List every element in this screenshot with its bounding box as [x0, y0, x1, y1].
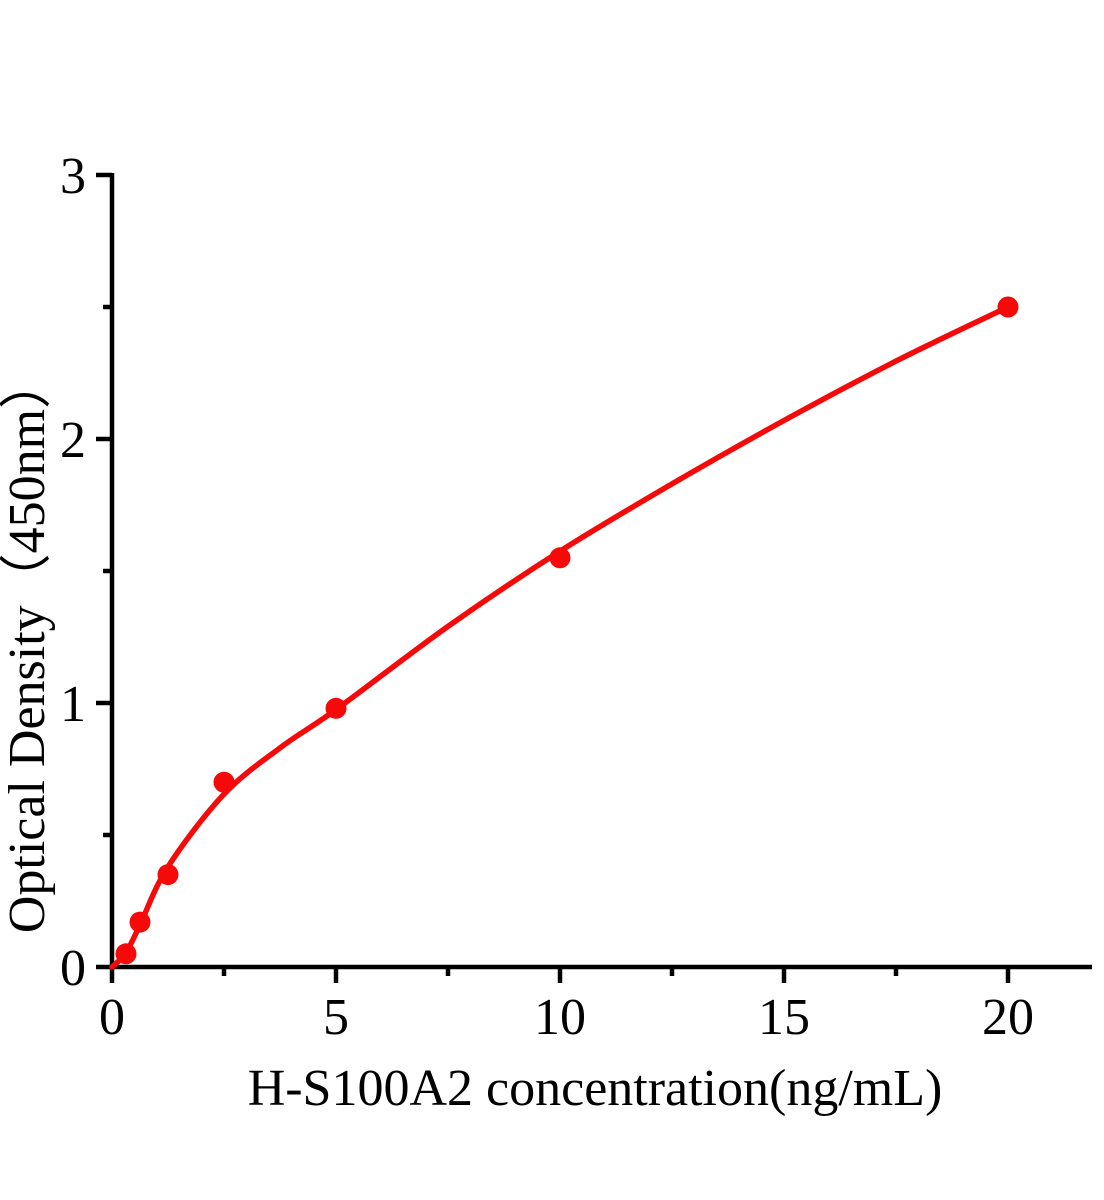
- data-point: [129, 911, 151, 933]
- x-axis-title: H-S100A2 concentration(ng/mL): [248, 1060, 943, 1117]
- fit-curve: [109, 304, 1011, 970]
- x-tick-label: 20: [982, 989, 1034, 1046]
- series-layer: [109, 296, 1019, 970]
- data-point: [549, 547, 571, 569]
- y-tick-label: 0: [60, 940, 86, 997]
- data-point: [213, 771, 235, 793]
- x-tick-label: 0: [99, 989, 125, 1046]
- axes-layer: 0 5 10 15 20 0 1 2 3: [60, 148, 1092, 1046]
- y-tick-label: 3: [60, 148, 86, 205]
- data-point: [325, 697, 347, 719]
- x-tick-label: 15: [758, 989, 810, 1046]
- data-point: [997, 296, 1019, 318]
- x-tick-label: 5: [323, 989, 349, 1046]
- data-point: [157, 864, 179, 886]
- y-tick-label: 2: [60, 412, 86, 469]
- y-axis-title: Optical Density（450nm）: [0, 357, 56, 933]
- data-point: [115, 943, 137, 965]
- x-tick-label: 10: [534, 989, 586, 1046]
- y-tick-label: 1: [60, 676, 86, 733]
